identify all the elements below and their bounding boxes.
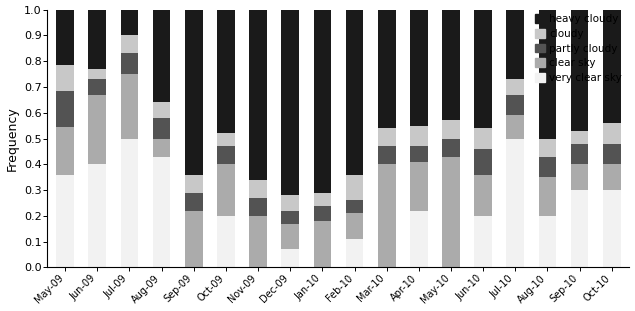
- Bar: [410, 10, 427, 126]
- Bar: [249, 10, 267, 180]
- Bar: [217, 164, 235, 216]
- Bar: [345, 174, 363, 200]
- Bar: [442, 138, 460, 156]
- Bar: [314, 206, 331, 221]
- Legend: heavy cloudy, cloudy, partly cloudy, clear sky, very clear sky: heavy cloudy, cloudy, partly cloudy, cle…: [533, 12, 624, 85]
- Bar: [538, 177, 556, 216]
- Bar: [88, 69, 106, 79]
- Bar: [121, 74, 138, 138]
- Bar: [249, 216, 267, 267]
- Bar: [185, 193, 203, 211]
- Bar: [121, 10, 138, 35]
- Bar: [378, 146, 396, 164]
- Bar: [507, 138, 524, 267]
- Bar: [507, 95, 524, 115]
- Bar: [153, 138, 170, 156]
- Bar: [571, 164, 589, 190]
- Bar: [281, 10, 299, 195]
- Bar: [57, 128, 74, 175]
- Bar: [571, 131, 589, 144]
- Bar: [57, 175, 74, 267]
- Bar: [571, 190, 589, 267]
- Bar: [410, 126, 427, 146]
- Bar: [281, 249, 299, 267]
- Bar: [538, 10, 556, 138]
- Bar: [474, 10, 492, 128]
- Bar: [88, 10, 106, 69]
- Bar: [507, 79, 524, 95]
- Bar: [314, 193, 331, 206]
- Bar: [378, 128, 396, 146]
- Bar: [314, 221, 331, 267]
- Bar: [442, 10, 460, 120]
- Bar: [603, 190, 620, 267]
- Bar: [121, 138, 138, 267]
- Bar: [345, 213, 363, 239]
- Bar: [345, 200, 363, 213]
- Y-axis label: Frequency: Frequency: [6, 106, 18, 171]
- Bar: [345, 10, 363, 174]
- Bar: [378, 10, 396, 128]
- Bar: [571, 10, 589, 131]
- Bar: [121, 35, 138, 53]
- Bar: [603, 10, 620, 123]
- Bar: [474, 174, 492, 216]
- Bar: [217, 133, 235, 146]
- Bar: [281, 224, 299, 249]
- Bar: [507, 10, 524, 79]
- Bar: [88, 95, 106, 164]
- Bar: [442, 156, 460, 267]
- Bar: [121, 53, 138, 74]
- Bar: [217, 146, 235, 164]
- Bar: [538, 138, 556, 156]
- Bar: [153, 10, 170, 102]
- Bar: [281, 211, 299, 224]
- Bar: [185, 211, 203, 267]
- Bar: [474, 149, 492, 174]
- Bar: [88, 79, 106, 95]
- Bar: [538, 156, 556, 177]
- Bar: [153, 118, 170, 138]
- Bar: [474, 128, 492, 149]
- Bar: [88, 164, 106, 267]
- Bar: [57, 65, 74, 91]
- Bar: [507, 115, 524, 138]
- Bar: [538, 216, 556, 267]
- Bar: [474, 216, 492, 267]
- Bar: [378, 164, 396, 267]
- Bar: [153, 102, 170, 118]
- Bar: [57, 10, 74, 65]
- Bar: [281, 195, 299, 211]
- Bar: [410, 211, 427, 267]
- Bar: [185, 174, 203, 193]
- Bar: [410, 146, 427, 162]
- Bar: [217, 10, 235, 133]
- Bar: [603, 144, 620, 164]
- Bar: [249, 180, 267, 198]
- Bar: [153, 156, 170, 267]
- Bar: [217, 216, 235, 267]
- Bar: [185, 10, 203, 174]
- Bar: [603, 123, 620, 144]
- Bar: [57, 91, 74, 128]
- Bar: [571, 144, 589, 164]
- Bar: [410, 162, 427, 211]
- Bar: [314, 10, 331, 193]
- Bar: [442, 120, 460, 138]
- Bar: [249, 198, 267, 216]
- Bar: [603, 164, 620, 190]
- Bar: [345, 239, 363, 267]
